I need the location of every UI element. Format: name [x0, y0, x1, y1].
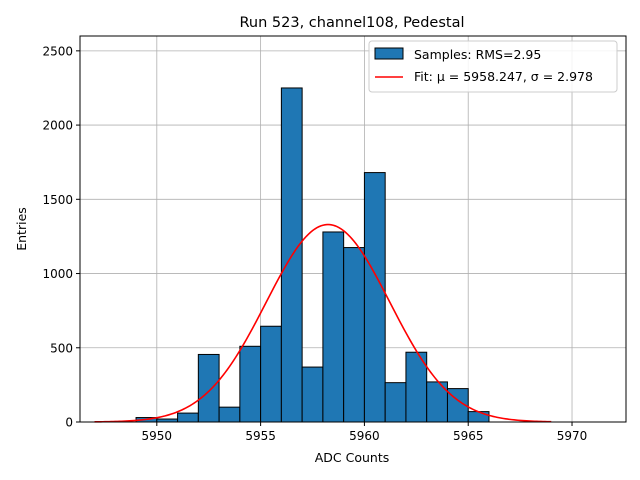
histogram-bar	[467, 411, 490, 423]
y-tick-label: 0	[65, 416, 73, 430]
histogram-bar	[177, 412, 199, 423]
legend-samples-swatch	[374, 47, 404, 60]
bars	[135, 87, 490, 423]
histogram-bar	[260, 325, 282, 423]
y-tick-label: 2500	[42, 44, 73, 58]
chart-title: Run 523, channel108, Pedestal	[239, 15, 464, 31]
legend-fit-label: Fit: μ = 5958.247, σ = 2.978	[414, 69, 593, 84]
y-tick-label: 2000	[42, 119, 73, 133]
plot-frame	[79, 35, 627, 423]
fit-curve-group	[94, 223, 552, 423]
histogram-bar	[239, 345, 262, 423]
histogram-bar	[363, 172, 386, 423]
x-tick-label: 5950	[142, 429, 173, 443]
x-tick-label: 5970	[557, 429, 588, 443]
histogram-bar	[301, 366, 324, 423]
legend-samples-label: Samples: RMS=2.95	[414, 47, 541, 62]
x-tick-label: 5955	[245, 429, 276, 443]
y-axis-label: Entries	[14, 207, 29, 251]
histogram-bar	[197, 353, 220, 423]
legend: Samples: RMS=2.95 Fit: μ = 5958.247, σ =…	[368, 40, 618, 93]
y-axis: 0 500 1000 1500 2000 2500	[42, 44, 80, 430]
x-tick-label: 5960	[349, 429, 380, 443]
y-tick-label: 1500	[42, 193, 73, 207]
legend-frame	[368, 40, 618, 93]
histogram-bar	[322, 231, 345, 423]
y-tick-label: 1000	[42, 267, 73, 281]
fit-curve	[94, 223, 552, 423]
histogram-bar	[218, 406, 241, 423]
histogram-bar	[343, 247, 365, 423]
histogram-bar	[384, 382, 407, 423]
x-axis: 5950 5955 5960 5965 5970	[142, 422, 588, 443]
x-axis-label: ADC Counts	[315, 450, 390, 465]
y-tick-label: 500	[50, 341, 73, 355]
x-tick-label: 5965	[453, 429, 484, 443]
